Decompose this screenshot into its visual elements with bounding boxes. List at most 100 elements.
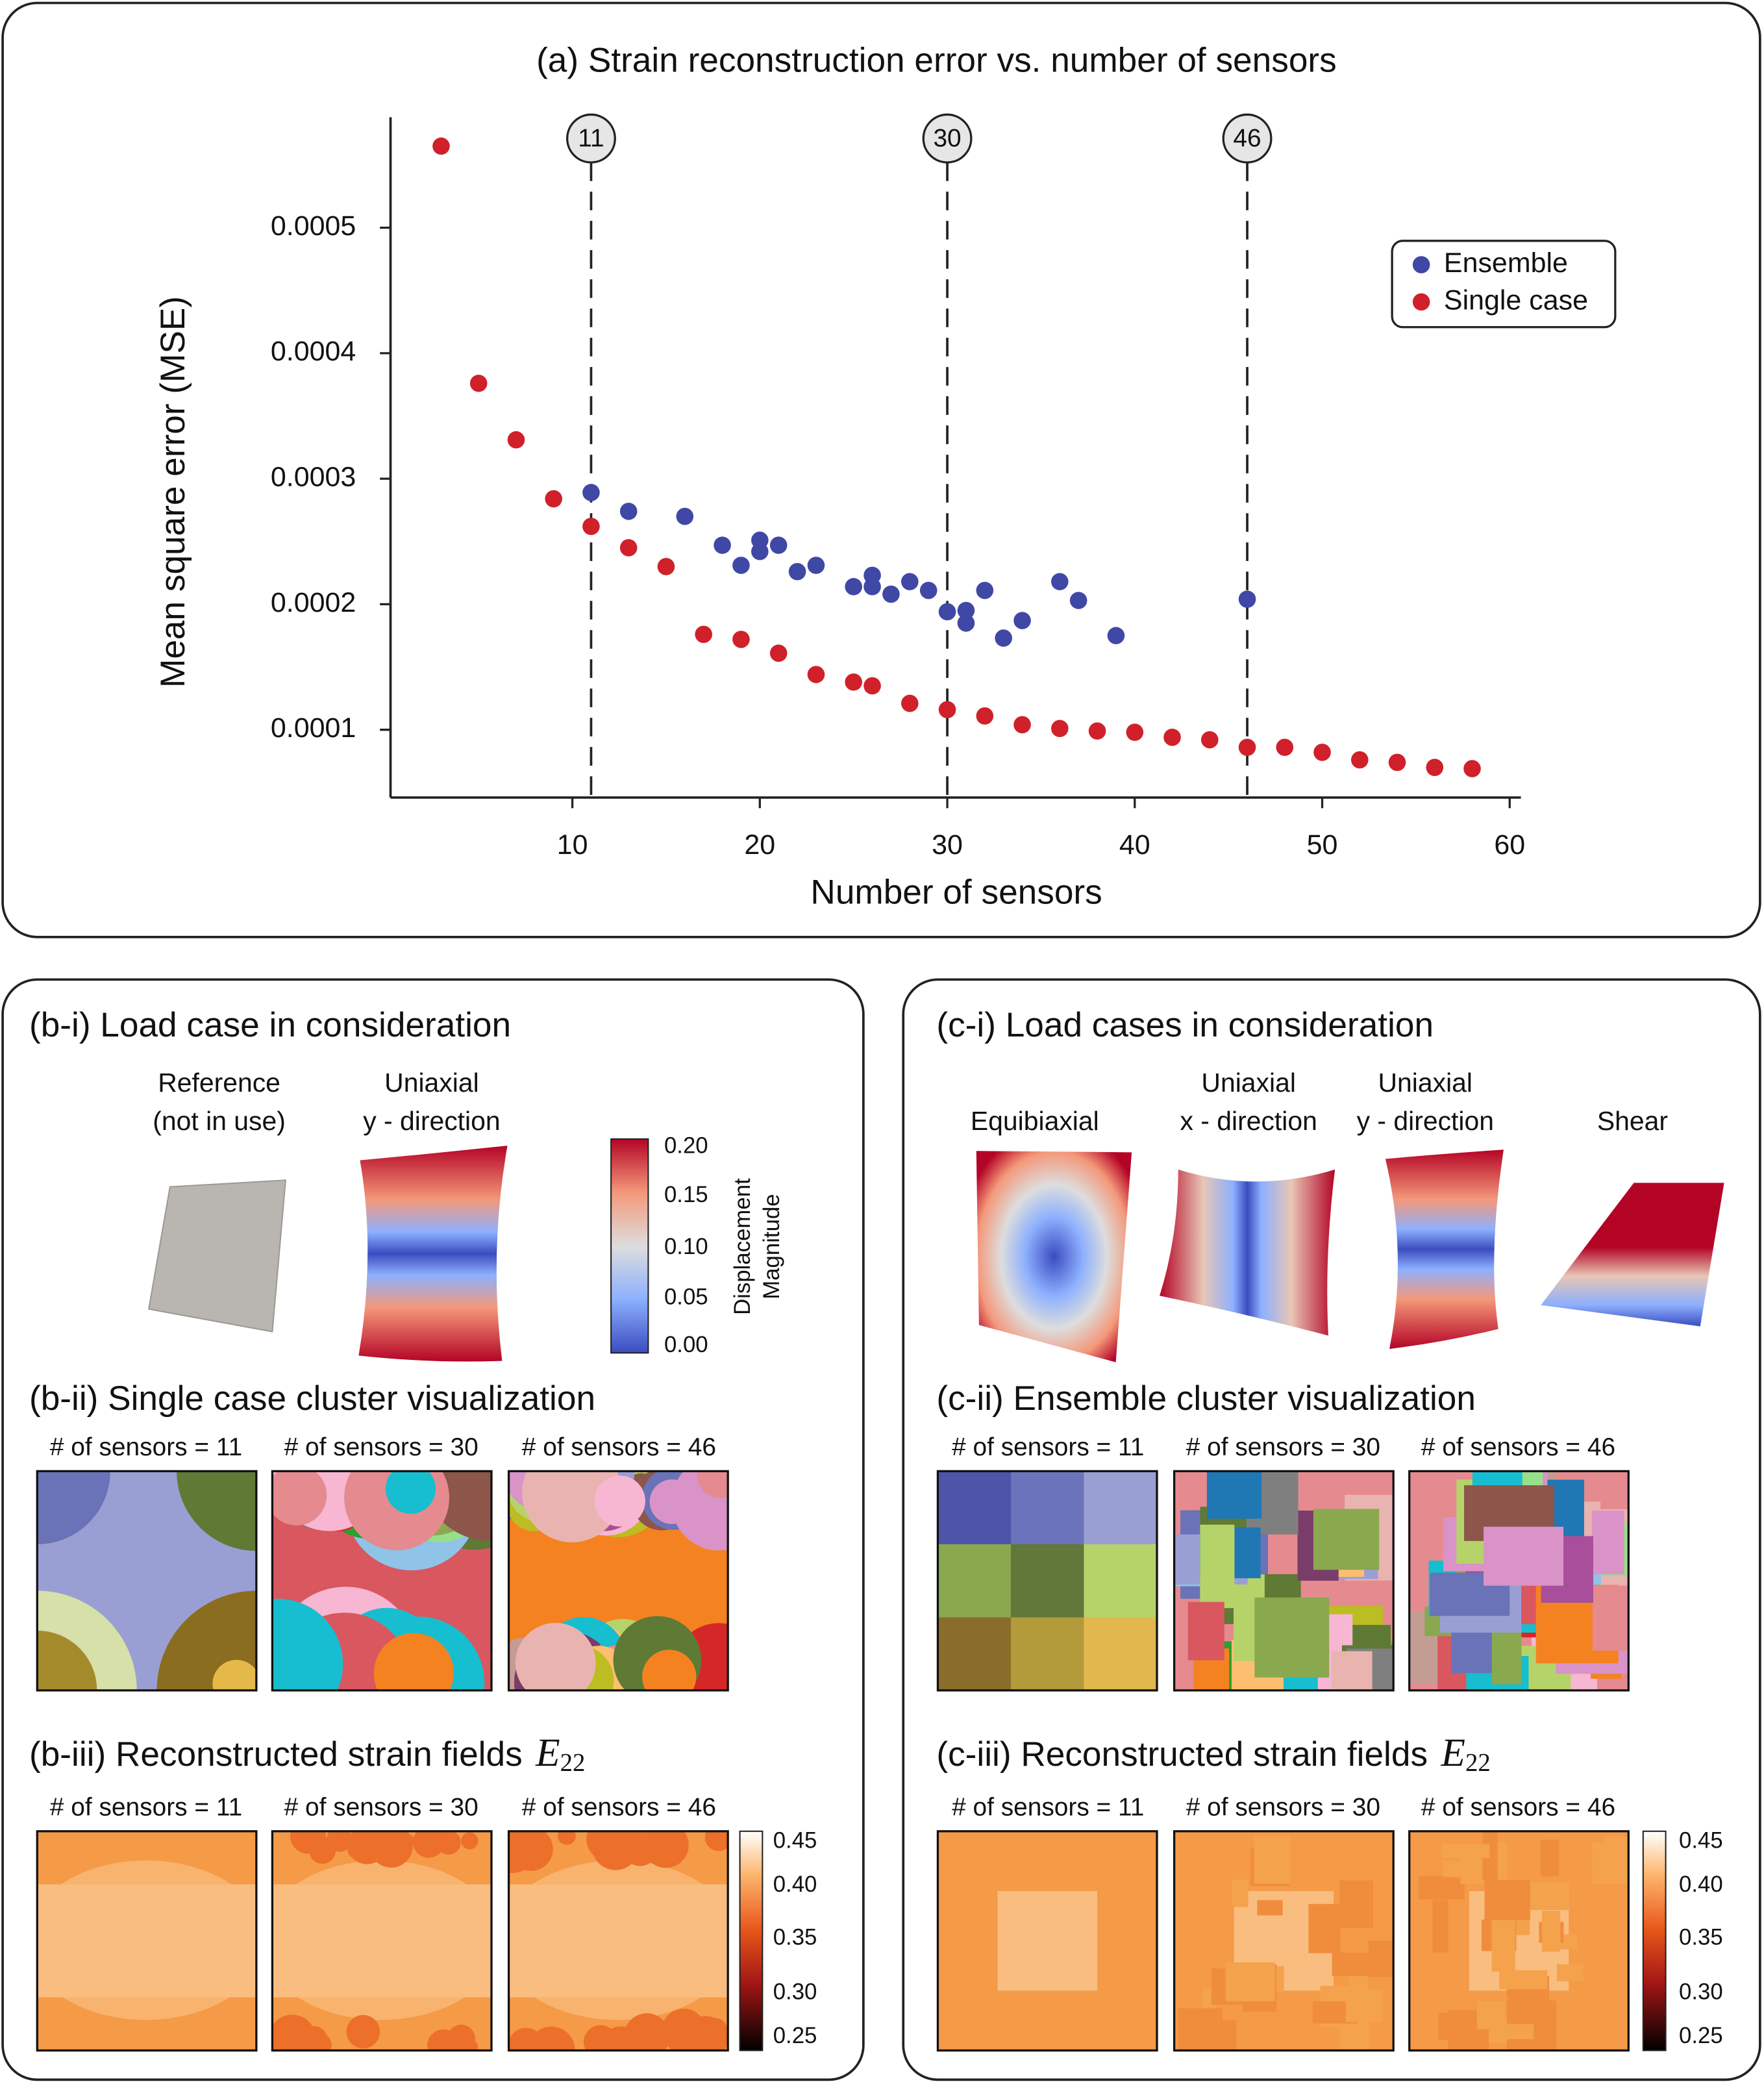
point (1313, 744, 1331, 761)
legend-marker (1412, 293, 1430, 311)
colorbar-tick-label: 0.05 (664, 1285, 708, 1310)
patch (508, 2028, 544, 2051)
patch (373, 1633, 454, 1690)
y-tick-label: 0.0001 (271, 712, 356, 744)
case-label: y - direction (363, 1106, 500, 1136)
patch (586, 1831, 630, 1861)
image-label: # of sensors = 46 (522, 1793, 716, 1821)
legend-box (1391, 240, 1617, 329)
y-tick-label: 0.0003 (271, 461, 356, 492)
image-panel (37, 1471, 256, 1690)
patch (522, 1471, 622, 1542)
patch (1540, 1840, 1559, 1877)
colorbar-tick-label: 0.00 (664, 1333, 708, 1357)
point (882, 585, 900, 603)
y-tick-label: 0.0002 (271, 587, 356, 618)
point (751, 542, 769, 560)
patch (509, 1831, 553, 1871)
patch (1556, 1964, 1584, 1981)
image-border (36, 1470, 258, 1692)
deformed-shape (358, 1146, 508, 1362)
patch (1592, 1511, 1624, 1575)
deformed-shape (1385, 1149, 1504, 1350)
image-border (1408, 1830, 1630, 2052)
patch (704, 1831, 728, 1852)
image-label: # of sensors = 30 (284, 1793, 478, 1821)
image-panel (1409, 1471, 1629, 1690)
deformed-shape (1541, 1183, 1724, 1327)
image-label: # of sensors = 30 (284, 1433, 478, 1461)
patch (327, 1831, 353, 1852)
point (863, 677, 881, 695)
patch (461, 1832, 478, 1850)
point (901, 694, 919, 712)
patch (272, 1471, 327, 1525)
point (1069, 592, 1087, 609)
point (807, 666, 825, 683)
image-border (507, 1470, 729, 1692)
patch (508, 1884, 728, 1998)
colorbar-tick-label: 0.40 (773, 1872, 817, 1897)
point (957, 614, 975, 632)
colorbar-tick-label: 0.15 (664, 1183, 708, 1207)
image-label: # of sensors = 46 (522, 1433, 716, 1461)
colorbar (1642, 1830, 1667, 2052)
image-panel (37, 1831, 256, 2051)
image-panel (508, 1831, 728, 2051)
patch (37, 1471, 110, 1544)
image-label: # of sensors = 30 (1186, 1793, 1380, 1821)
image-border (1173, 1470, 1395, 1692)
patch (697, 1471, 728, 1498)
point (619, 539, 638, 557)
patch (347, 1841, 366, 1859)
reference-badge (1222, 113, 1273, 164)
patch (649, 1479, 695, 1524)
legend-marker (1412, 256, 1430, 273)
patch (1484, 1879, 1530, 1920)
x-tick-label: 50 (1307, 829, 1338, 860)
reference-label: 46 (1233, 125, 1261, 153)
patch (398, 1833, 415, 1850)
patch (37, 1884, 256, 1998)
patch (1206, 1471, 1262, 1519)
point (582, 484, 600, 501)
colorbar-tick-label: 0.20 (664, 1133, 708, 1158)
point (732, 557, 750, 574)
image-border (936, 1470, 1158, 1692)
image-panel (272, 1471, 491, 1690)
patch (1339, 1880, 1373, 1928)
point (507, 431, 525, 449)
point (938, 603, 956, 621)
case-label: Uniaxial (384, 1068, 479, 1098)
point (1200, 731, 1219, 749)
colorbar-tick-label: 0.30 (1679, 1980, 1723, 2005)
point (1426, 759, 1444, 776)
patch (1010, 1471, 1086, 1546)
patch (1232, 1879, 1248, 1907)
patch (1542, 1911, 1561, 1952)
patch (346, 2015, 380, 2049)
colorbar-tick-label: 0.45 (1679, 1828, 1723, 1853)
patch (938, 1471, 1013, 1546)
patch (1010, 1544, 1086, 1619)
reference-shape (147, 1179, 286, 1333)
patch (557, 1831, 576, 1845)
case-label: Reference (158, 1068, 280, 1098)
patch (212, 1659, 256, 1690)
patch (1491, 1919, 1515, 1972)
patch (272, 1884, 491, 1998)
case-label: Equibiaxial (971, 1106, 1099, 1136)
image-label: # of sensors = 46 (1421, 1433, 1615, 1461)
colorbar-tick-label: 0.35 (1679, 1926, 1723, 1950)
image-label: # of sensors = 11 (952, 1433, 1144, 1461)
colorbar-label: Displacement (730, 1178, 755, 1315)
point (788, 562, 806, 581)
point (695, 625, 712, 644)
case-label: y - direction (1357, 1106, 1494, 1136)
deformed-shape (1160, 1169, 1335, 1336)
image-label: # of sensors = 46 (1421, 1793, 1615, 1821)
patch (997, 1890, 1097, 1991)
patch (305, 2032, 332, 2051)
